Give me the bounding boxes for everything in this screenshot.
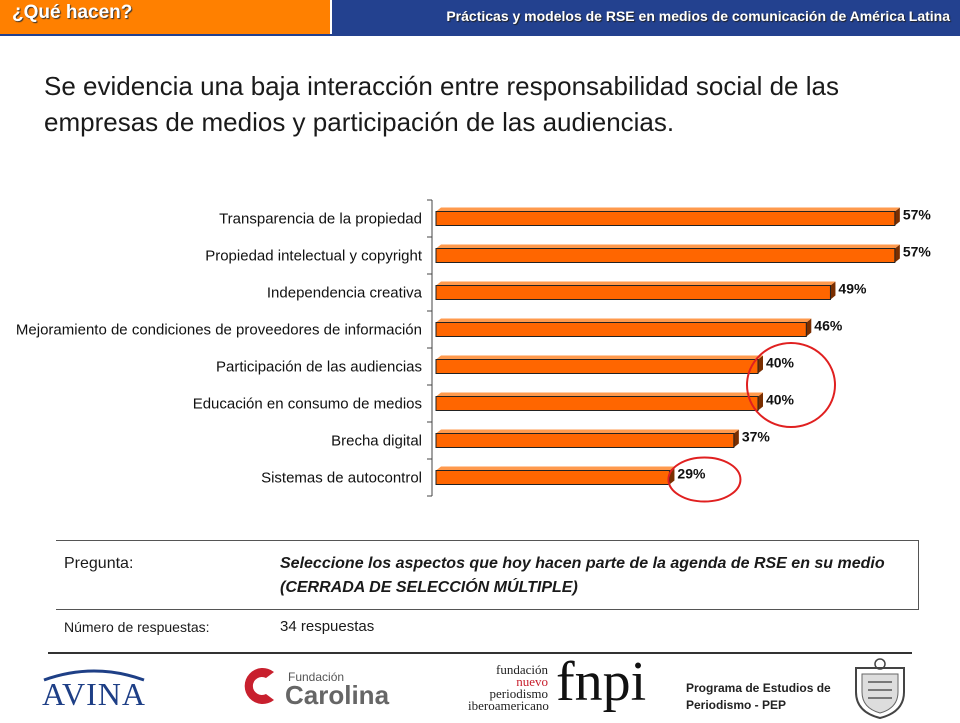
bar-top xyxy=(436,281,836,286)
value-label: 57% xyxy=(903,244,932,260)
bar xyxy=(435,470,670,485)
category-label: Participación de las audiencias xyxy=(216,359,422,376)
question-label: Pregunta: xyxy=(64,555,134,572)
value-label: 46% xyxy=(814,318,843,334)
bar-side xyxy=(894,244,900,263)
bar xyxy=(435,285,831,300)
presentation-title: Prácticas y modelos de RSE en medios de … xyxy=(446,8,950,24)
category-label: Independencia creativa xyxy=(267,285,423,302)
category-label: Sistemas de autocontrol xyxy=(261,470,422,487)
bar xyxy=(435,433,735,448)
bar xyxy=(435,248,896,263)
bar-top xyxy=(436,466,675,471)
bar-top xyxy=(436,244,900,249)
value-label: 40% xyxy=(766,355,795,371)
value-label: 37% xyxy=(742,429,771,445)
highlight-circle xyxy=(746,342,836,428)
category-label: Educación en consumo de medios xyxy=(193,396,422,413)
bar-top xyxy=(436,392,763,397)
top-banner: ¿Qué hacen? Prácticas y modelos de RSE e… xyxy=(0,0,960,36)
question-box xyxy=(56,540,919,610)
category-label: Transparencia de la propiedad xyxy=(219,211,422,228)
fundacion-label: Fundación xyxy=(288,670,345,684)
carolina-wordmark: Carolina xyxy=(285,680,390,710)
bar-side xyxy=(894,207,900,226)
avina-wordmark: AVINA xyxy=(42,676,146,712)
footer-divider xyxy=(48,652,912,654)
avina-arc-icon xyxy=(43,669,145,682)
fnpi-word: iberoamericano xyxy=(468,698,549,713)
fnpi-word: nuevo xyxy=(516,674,548,689)
bar-chart: Transparencia de la propiedad 57% Propieda… xyxy=(16,199,932,503)
value-label: 40% xyxy=(766,392,795,408)
fnpi-tagline: fundación nuevo periodismo iberoamerican… xyxy=(468,662,549,713)
bar-side xyxy=(758,355,763,374)
bar xyxy=(435,359,759,374)
bar-top xyxy=(436,355,763,360)
fnpi-word: fundación xyxy=(496,662,548,677)
bar-side xyxy=(830,281,836,300)
fnpi-wordmark: fnpi xyxy=(556,651,647,713)
highlight-circle xyxy=(667,456,742,503)
bar-top xyxy=(436,429,739,434)
pep-line: Programa de Estudios de xyxy=(686,681,831,695)
bar xyxy=(435,396,759,411)
pep-label: Programa de Estudios de Periodismo - PEP xyxy=(686,680,831,714)
responses-label: Número de respuestas: xyxy=(64,619,210,635)
bar xyxy=(435,322,807,337)
fnpi-word: periodismo xyxy=(489,686,549,701)
bar-side xyxy=(758,392,763,411)
bar-side xyxy=(806,318,812,337)
bar-side xyxy=(733,429,739,448)
value-label: 29% xyxy=(677,466,706,482)
fundacion-carolina-icon xyxy=(244,668,274,704)
category-label: Brecha digital xyxy=(331,433,422,450)
section-tab-label: ¿Qué hacen? xyxy=(12,2,133,23)
avina-logo: AVINA xyxy=(38,666,150,718)
bar xyxy=(435,211,896,226)
bar-top xyxy=(436,318,812,323)
slide-headline: Se evidencia una baja interacción entre … xyxy=(44,71,839,137)
category-label: Propiedad intelectual y copyright xyxy=(205,248,423,265)
category-label: Mejoramiento de condiciones de proveedor… xyxy=(16,322,422,339)
value-label: 49% xyxy=(838,281,867,297)
value-label: 57% xyxy=(903,207,932,223)
bar-top xyxy=(436,207,900,212)
pep-line: Periodismo - PEP xyxy=(686,698,787,712)
section-tab: ¿Qué hacen? xyxy=(0,0,332,34)
university-seal-icon xyxy=(855,658,905,720)
question-text: Seleccione los aspectos que hoy hacen pa… xyxy=(280,555,885,596)
responses-value: 34 respuestas xyxy=(280,618,375,635)
